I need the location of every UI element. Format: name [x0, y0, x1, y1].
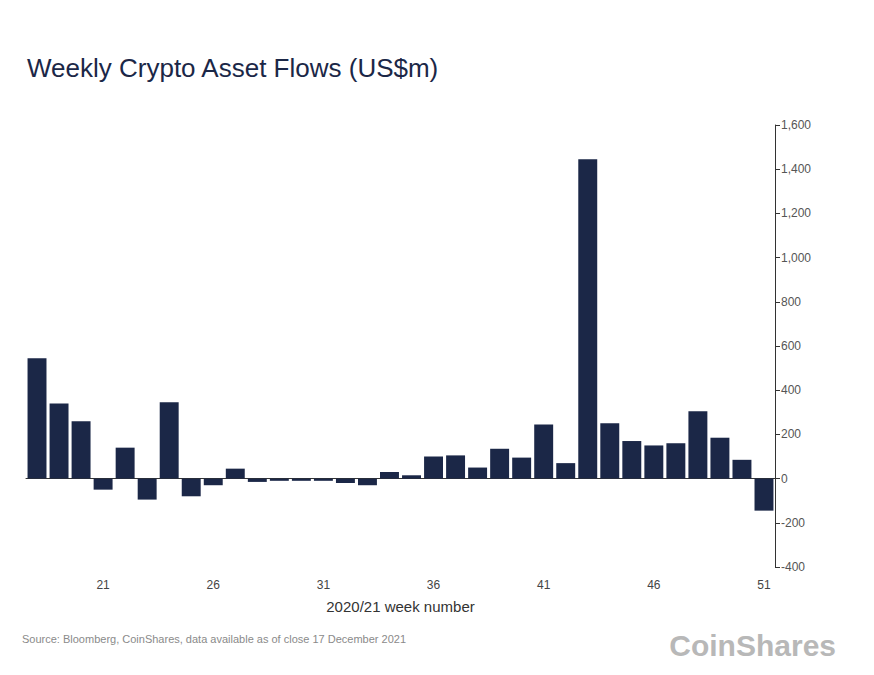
- svg-text:Weekly Crypto Asset Flows (US$: Weekly Crypto Asset Flows (US$m): [27, 53, 438, 83]
- svg-text:-200: -200: [781, 516, 805, 530]
- svg-text:36: 36: [427, 578, 441, 592]
- svg-text:21: 21: [96, 578, 110, 592]
- svg-text:600: 600: [781, 339, 801, 353]
- svg-text:1,400: 1,400: [781, 162, 811, 176]
- svg-text:1,600: 1,600: [781, 118, 811, 132]
- svg-text:46: 46: [647, 578, 661, 592]
- svg-text:Source: Bloomberg, CoinShares,: Source: Bloomberg, CoinShares, data avai…: [22, 633, 406, 645]
- svg-text:-400: -400: [781, 560, 805, 574]
- svg-text:41: 41: [537, 578, 551, 592]
- svg-text:1,200: 1,200: [781, 206, 811, 220]
- svg-text:CoinShares: CoinShares: [669, 629, 836, 662]
- svg-text:26: 26: [207, 578, 221, 592]
- svg-text:0: 0: [781, 472, 788, 486]
- svg-text:2020/21 week number: 2020/21 week number: [326, 598, 474, 615]
- svg-text:400: 400: [781, 383, 801, 397]
- svg-text:51: 51: [757, 578, 771, 592]
- svg-text:1,000: 1,000: [781, 251, 811, 265]
- svg-text:200: 200: [781, 427, 801, 441]
- svg-text:31: 31: [317, 578, 331, 592]
- svg-text:800: 800: [781, 295, 801, 309]
